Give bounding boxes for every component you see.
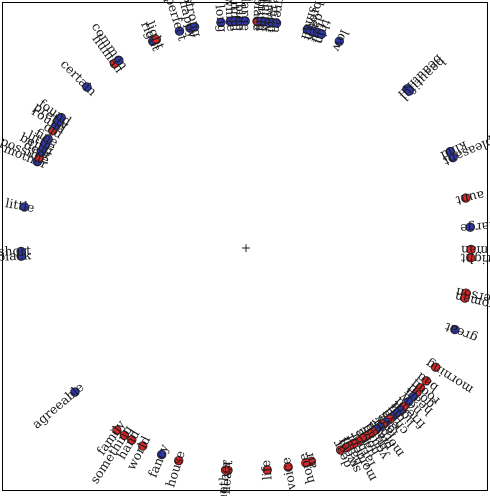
center-plus: + [241,240,251,255]
data-point [189,22,200,32]
data-point [19,202,30,212]
point-label: long [212,4,230,33]
data-point [156,449,167,460]
data-point [240,16,250,26]
data-point [465,222,475,232]
data-point [16,246,26,257]
point-label: aunt [455,188,486,209]
data-point [466,253,476,263]
point-label: mother [214,459,233,496]
point-label: large [460,219,490,237]
data-point [271,18,282,28]
data-point [448,152,458,163]
data-point [421,376,431,386]
data-point [404,86,414,96]
data-point [316,29,327,39]
point-label: life [258,459,275,480]
data-point [43,134,53,144]
point-label: large [239,0,254,31]
data-point [461,193,471,203]
point-label: short [0,243,31,259]
point-label: right [460,251,490,268]
data-point [174,26,185,36]
data-point [173,456,184,466]
data-point [138,441,148,451]
point-label: green [269,0,289,34]
data-point [336,445,346,455]
point-label: little [4,195,36,215]
data-point [127,435,137,445]
data-point [460,293,470,303]
data-point [334,36,345,47]
data-point [216,17,226,28]
data-point [82,82,92,92]
center-marker: + [241,240,251,255]
point-label: voice [278,456,299,492]
data-point [151,35,162,45]
data-point [450,324,460,335]
data-point [119,430,130,441]
data-point [262,465,272,475]
data-point [112,425,122,436]
data-point [114,55,124,66]
data-point [283,462,293,472]
data-point [301,458,311,468]
data-point [430,362,441,372]
data-point [220,465,231,475]
data-point [70,387,80,397]
data-point [56,112,66,123]
